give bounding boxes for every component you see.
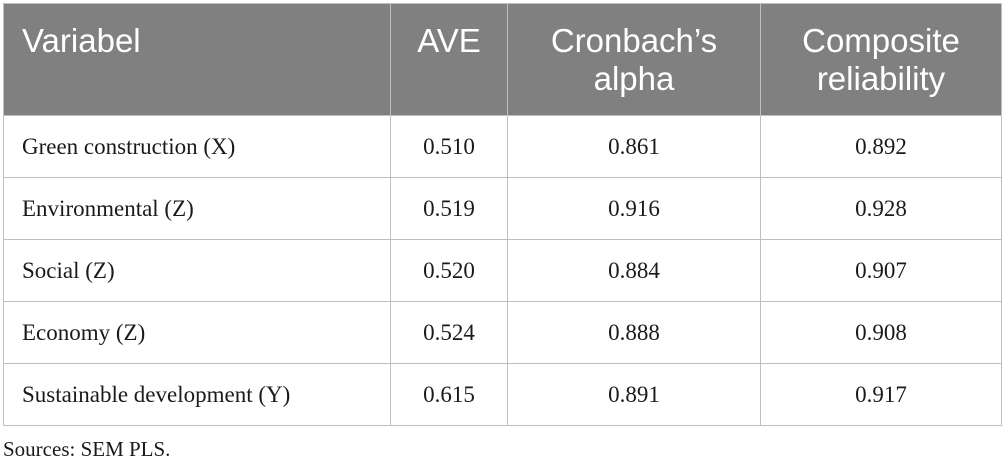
cell-variable: Economy (Z) [3,301,391,364]
cell-variable: Sustainable development (Y) [3,363,391,426]
cell-composite-reliability: 0.917 [760,363,1002,426]
table-body: Green construction (X) 0.510 0.861 0.892… [3,115,1002,426]
header-composite-line-1: Composite [802,22,960,59]
cell-variable: Social (Z) [3,239,391,302]
cell-composite-reliability: 0.907 [760,239,1002,302]
cell-composite-reliability: 0.892 [760,115,1002,178]
header-row: Variabel AVE Cronbach’s alpha Co [3,3,1002,116]
table-row: Sustainable development (Y) 0.615 0.891 … [3,363,1002,426]
cell-composite-reliability: 0.908 [760,301,1002,364]
results-table-container: Variabel AVE Cronbach’s alpha Co [3,3,1002,426]
table-header: Variabel AVE Cronbach’s alpha Co [3,3,1002,116]
header-ave: AVE [390,3,508,116]
cell-ave: 0.519 [390,177,508,240]
cell-ave: 0.520 [390,239,508,302]
header-composite-reliability: Composite reliability [760,3,1002,116]
cell-cronbach-alpha: 0.888 [507,301,761,364]
cell-variable: Environmental (Z) [3,177,391,240]
table-source-note: Sources: SEM PLS. [3,437,171,461]
cell-variable: Green construction (X) [3,115,391,178]
cell-cronbach-alpha: 0.916 [507,177,761,240]
table-row: Green construction (X) 0.510 0.861 0.892 [3,115,1002,178]
header-ave-label: AVE [417,22,481,59]
header-variabel-label: Variabel [22,22,141,59]
table-row: Environmental (Z) 0.519 0.916 0.928 [3,177,1002,240]
header-composite-line-2: reliability [816,60,946,97]
header-cronbach-line-1: Cronbach’s [550,22,718,59]
cell-cronbach-alpha: 0.884 [507,239,761,302]
table-row: Social (Z) 0.520 0.884 0.907 [3,239,1002,302]
cell-ave: 0.510 [390,115,508,178]
header-cronbach-alpha: Cronbach’s alpha [507,3,761,116]
cell-ave: 0.524 [390,301,508,364]
reliability-validity-table: Variabel AVE Cronbach’s alpha Co [3,3,1002,426]
cell-composite-reliability: 0.928 [760,177,1002,240]
header-cronbach-line-2: alpha [593,60,675,97]
cell-ave: 0.615 [390,363,508,426]
table-row: Economy (Z) 0.524 0.888 0.908 [3,301,1002,364]
cell-cronbach-alpha: 0.891 [507,363,761,426]
cell-cronbach-alpha: 0.861 [507,115,761,178]
header-variabel: Variabel [3,3,391,116]
